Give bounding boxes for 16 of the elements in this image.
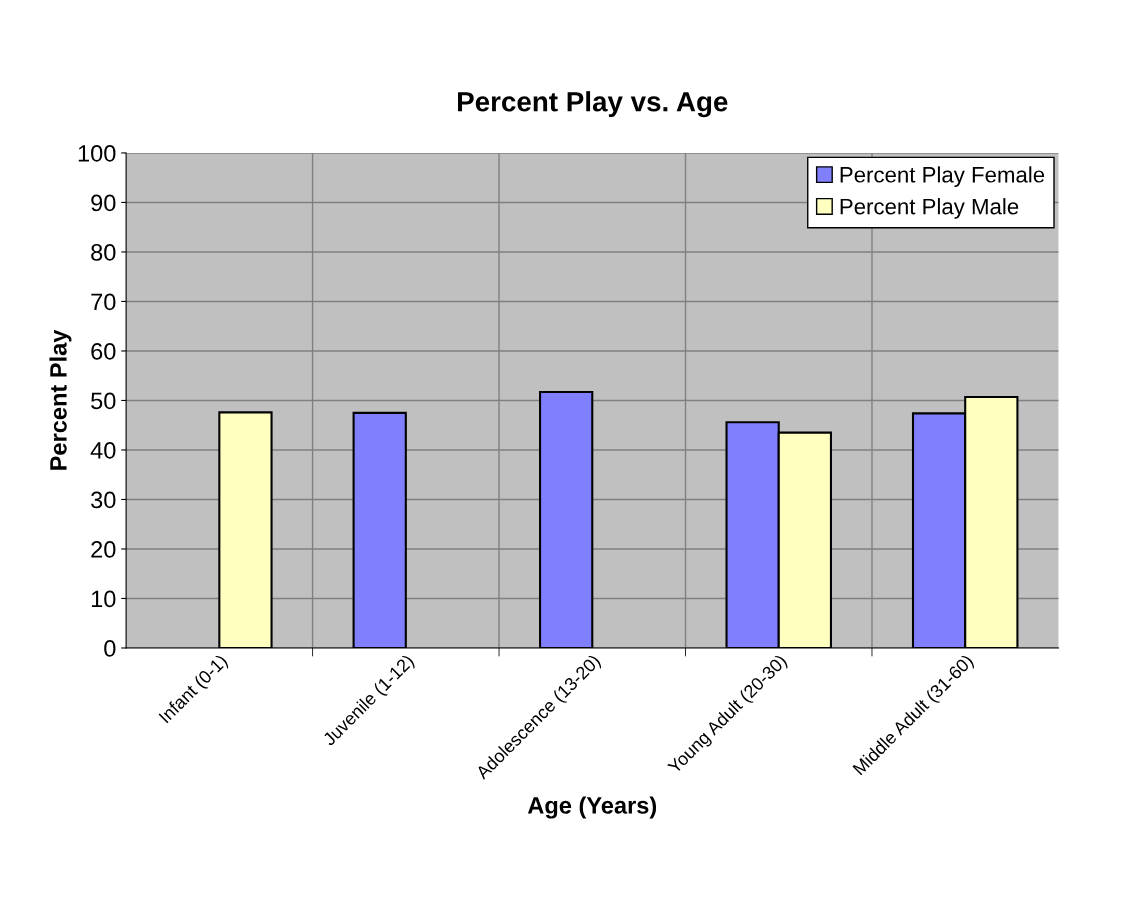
y-tick-label: 20 — [91, 541, 116, 558]
y-tick-label: 10 — [91, 590, 116, 608]
y-tick-label: 40 — [90, 442, 116, 459]
y-tick-label: 30 — [91, 491, 116, 509]
y-tick-label: 60 — [91, 343, 116, 360]
legend-label: Percent Play Male — [840, 198, 1019, 219]
chart-title: Percent Play vs. Age — [458, 91, 728, 118]
legend-label: Percent Play Female — [840, 166, 1045, 187]
y-axis-title: Percent Play — [49, 329, 72, 470]
y-tick-label: 70 — [91, 293, 116, 311]
y-tick-label: 90 — [91, 194, 116, 212]
y-tick-label: 50 — [91, 392, 116, 410]
y-tick-label: 100 — [78, 145, 116, 162]
x-axis-title: Age (Years) — [527, 796, 657, 819]
y-tick-label: 0 — [104, 640, 116, 657]
y-tick-label: 80 — [91, 244, 116, 261]
